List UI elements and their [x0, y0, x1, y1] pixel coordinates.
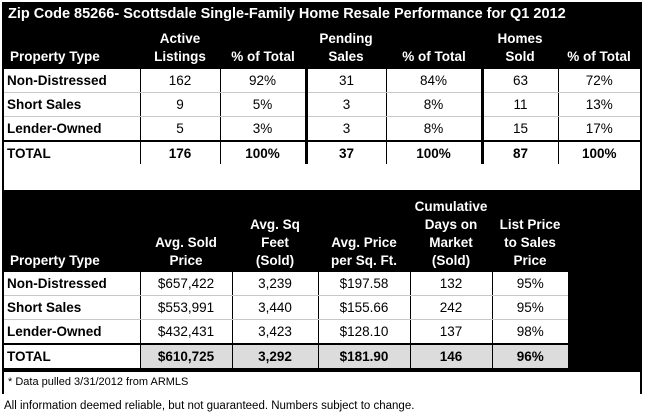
table-row: Non-Distressed 162 92% 31 84% 63 72% — [4, 69, 640, 93]
table-cell: 100% — [386, 140, 484, 165]
t1-header-property-type: Property Type — [10, 49, 100, 64]
row-label: Non-Distressed — [4, 272, 141, 296]
table-cell: 8% — [386, 116, 484, 142]
t1-header-pending-sales: Pending Sales — [319, 31, 373, 64]
table-cell: 9 — [140, 92, 221, 117]
t2-header-avg-sq-feet: Avg. Sq Feet (Sold) — [250, 217, 300, 268]
table-cell: 132 — [410, 272, 493, 296]
table-cell: 137 — [410, 319, 493, 345]
table-cell: 162 — [140, 69, 221, 93]
row-label: Short Sales — [4, 92, 141, 117]
t2-header-property-type: Property Type — [10, 253, 100, 268]
total-row: TOTAL $610,725 3,292 $181.90 146 96% — [4, 343, 568, 368]
table-cell: $197.58 — [318, 272, 411, 296]
t1-header-homes-sold: Homes Sold — [497, 31, 543, 64]
t1-header-pct-active: % of Total — [231, 49, 295, 64]
data-source-note: * Data pulled 3/31/2012 from ARMLS — [4, 372, 640, 394]
table-cell: 31 — [306, 69, 387, 93]
table-cell: 87 — [482, 140, 559, 165]
disclaimer-footer: All information deemed reliable, but not… — [4, 400, 415, 412]
table-cell: $181.90 — [318, 343, 411, 368]
t1-header-pct-sold: % of Total — [567, 49, 631, 64]
t1-header-pct-pending: % of Total — [402, 49, 466, 64]
report-frame: Zip Code 85266- Scottsdale Single-Family… — [2, 2, 642, 394]
table-cell: 95% — [492, 295, 568, 320]
table-cell: $657,422 — [140, 272, 233, 296]
t1-header-active-listings: Active Listings — [154, 31, 206, 64]
table-cell: 15 — [482, 116, 559, 142]
table-cell: 63 — [482, 69, 559, 93]
table-cell: $432,431 — [140, 319, 233, 345]
table-cell: 5% — [220, 92, 308, 117]
total-row: TOTAL 176 100% 37 100% 87 100% — [4, 140, 640, 165]
table-cell: 92% — [220, 69, 308, 93]
table-cell: 3% — [220, 116, 308, 142]
t2-header-avg-sold-price: Avg. Sold Price — [155, 235, 217, 268]
row-label: Lender-Owned — [4, 116, 141, 142]
row-label: Short Sales — [4, 295, 141, 320]
table-cell: 3,239 — [232, 272, 319, 296]
table-cell: 98% — [492, 319, 568, 345]
table-cell: 100% — [220, 140, 308, 165]
table-row: Short Sales $553,991 3,440 $155.66 242 9… — [4, 295, 568, 320]
row-label: Lender-Owned — [4, 319, 141, 345]
table-cell: $155.66 — [318, 295, 411, 320]
table-cell: 37 — [306, 140, 387, 165]
table-row: Lender-Owned $432,431 3,423 $128.10 137 … — [4, 319, 568, 345]
table-cell: 242 — [410, 295, 493, 320]
listings-table: Non-Distressed 162 92% 31 84% 63 72% Sho… — [4, 69, 640, 165]
pricing-table: Non-Distressed $657,422 3,239 $197.58 13… — [4, 272, 568, 368]
table-cell: 13% — [558, 92, 640, 117]
t2-header-days-on-market: Cumulative Days on Market (Sold) — [414, 199, 488, 268]
table-cell: 95% — [492, 272, 568, 296]
table-cell: 5 — [140, 116, 221, 142]
table-cell: 100% — [558, 140, 640, 165]
table-row: Short Sales 9 5% 3 8% 11 13% — [4, 92, 640, 117]
table-cell: 96% — [492, 343, 568, 368]
t2-header-list-to-sales: List Price to Sales Price — [499, 217, 561, 268]
row-label: TOTAL — [4, 343, 141, 368]
table-cell: 3 — [306, 116, 387, 142]
table-cell: 3 — [306, 92, 387, 117]
report-title: Zip Code 85266- Scottsdale Single-Family… — [8, 6, 566, 22]
table-cell: 176 — [140, 140, 221, 165]
table-cell: 8% — [386, 92, 484, 117]
table-row: Lender-Owned 5 3% 3 8% 15 17% — [4, 116, 640, 142]
table-spacer — [4, 164, 640, 190]
table-cell: $128.10 — [318, 319, 411, 345]
table-cell: 146 — [410, 343, 493, 368]
table-cell: 72% — [558, 69, 640, 93]
table-row: Non-Distressed $657,422 3,239 $197.58 13… — [4, 272, 568, 296]
t2-header-price-per-sqft: Avg. Price per Sq. Ft. — [330, 235, 397, 268]
table-cell: $553,991 — [140, 295, 233, 320]
row-label: TOTAL — [4, 140, 141, 165]
table-cell: 84% — [386, 69, 484, 93]
table-cell: 3,423 — [232, 319, 319, 345]
table-cell: $610,725 — [140, 343, 233, 368]
table-cell: 17% — [558, 116, 640, 142]
table-cell: 11 — [482, 92, 559, 117]
table-cell: 3,440 — [232, 295, 319, 320]
row-label: Non-Distressed — [4, 69, 141, 93]
table-cell: 3,292 — [232, 343, 319, 368]
